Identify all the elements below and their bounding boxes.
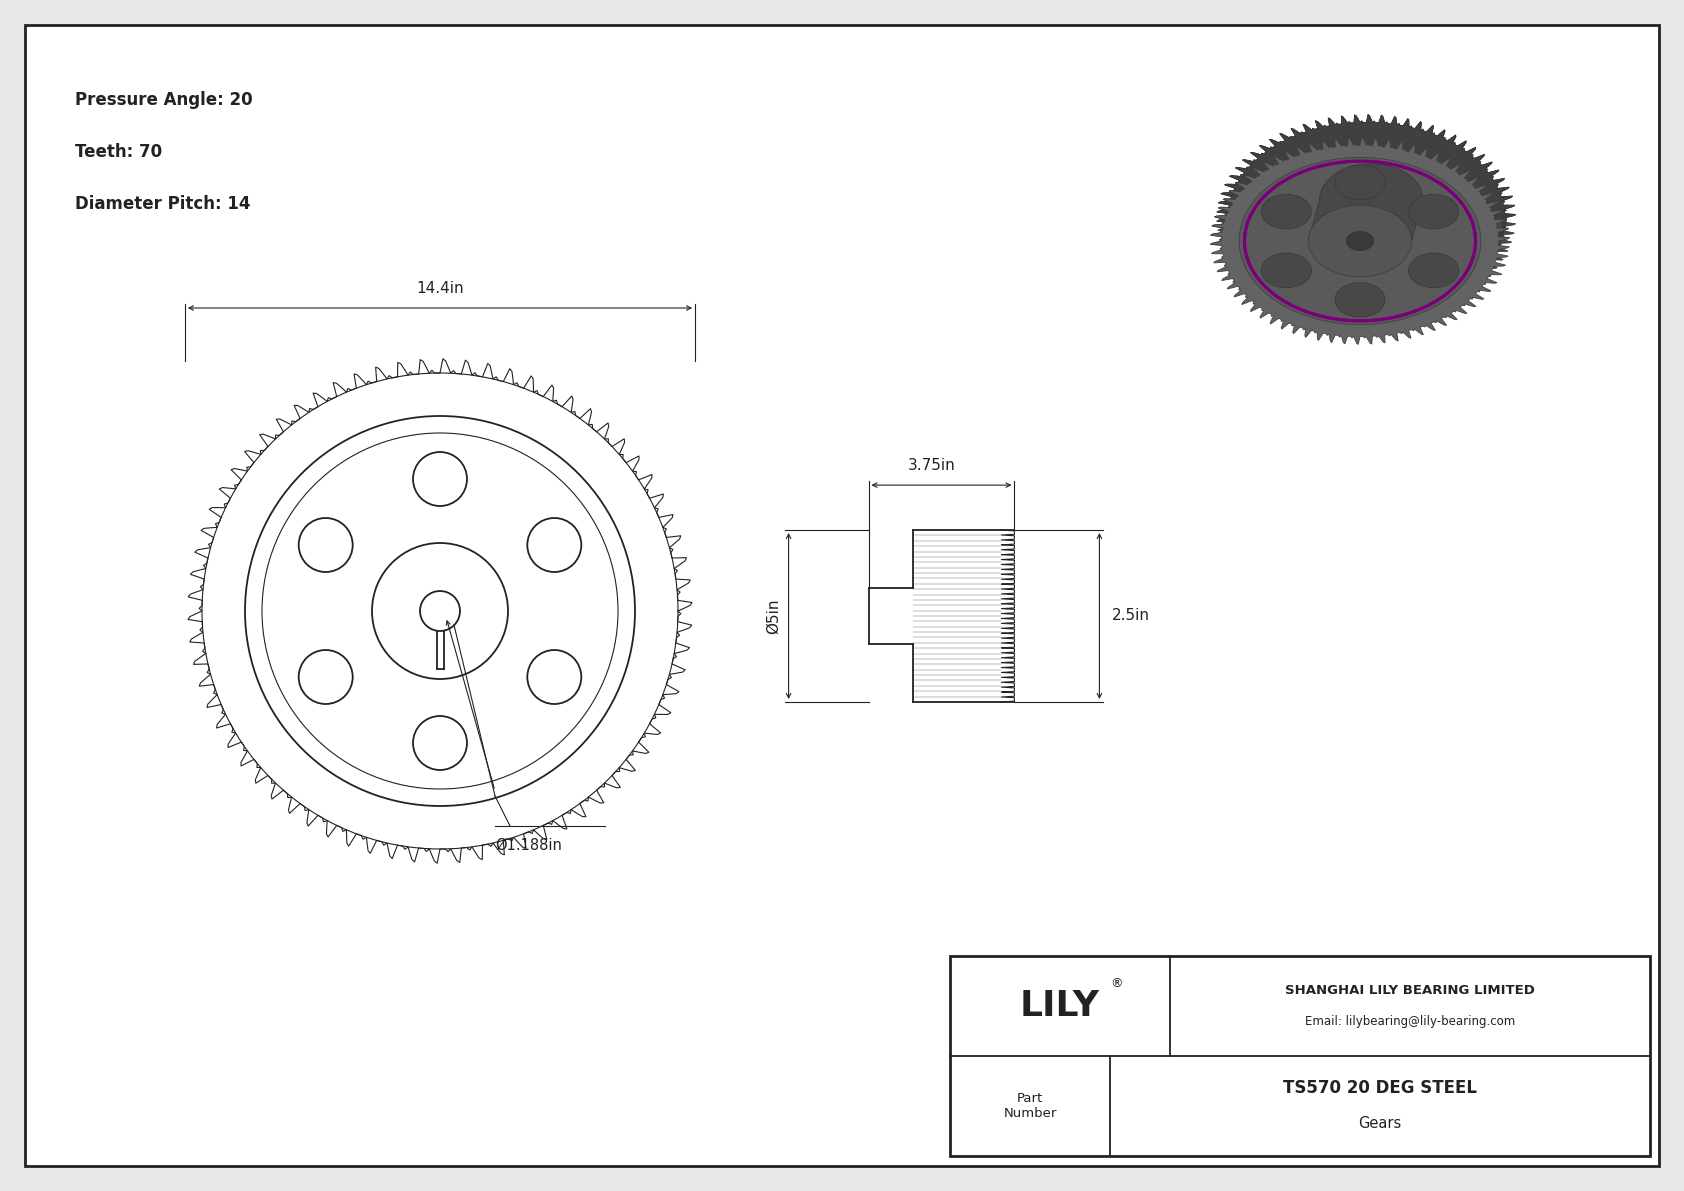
Text: Part
Number: Part Number [1004, 1092, 1056, 1120]
Polygon shape [1211, 138, 1509, 344]
Text: Ø1.188in: Ø1.188in [495, 838, 562, 853]
Text: SHANGHAI LILY BEARING LIMITED: SHANGHAI LILY BEARING LIMITED [1285, 984, 1534, 997]
Text: 14.4in: 14.4in [416, 281, 463, 297]
Text: 3.75in: 3.75in [908, 459, 955, 473]
Text: Gears: Gears [1359, 1116, 1401, 1131]
Text: LILY: LILY [1021, 989, 1100, 1023]
Bar [950, 956, 1650, 1156]
Polygon shape [1308, 205, 1411, 276]
Ellipse shape [1408, 252, 1458, 288]
Polygon shape [1216, 114, 1516, 322]
Polygon shape [1211, 114, 1516, 245]
Polygon shape [1239, 157, 1480, 324]
Ellipse shape [1261, 194, 1312, 229]
Ellipse shape [1335, 164, 1384, 200]
Polygon shape [1346, 231, 1374, 250]
Ellipse shape [1261, 252, 1312, 288]
Text: TS570 20 DEG STEEL: TS570 20 DEG STEEL [1283, 1079, 1477, 1097]
Text: ®: ® [1110, 978, 1122, 991]
Ellipse shape [1335, 282, 1384, 317]
Text: Ø5in: Ø5in [766, 598, 781, 634]
Text: Pressure Angle: 20: Pressure Angle: 20 [76, 91, 253, 110]
Ellipse shape [1408, 194, 1458, 229]
Text: Teeth: 70: Teeth: 70 [76, 143, 162, 161]
Text: 2.5in: 2.5in [1111, 609, 1150, 624]
Text: Diameter Pitch: 14: Diameter Pitch: 14 [76, 195, 251, 213]
Text: Email: lilybearing@lily-bearing.com: Email: lilybearing@lily-bearing.com [1305, 1015, 1516, 1028]
Polygon shape [1308, 163, 1423, 241]
